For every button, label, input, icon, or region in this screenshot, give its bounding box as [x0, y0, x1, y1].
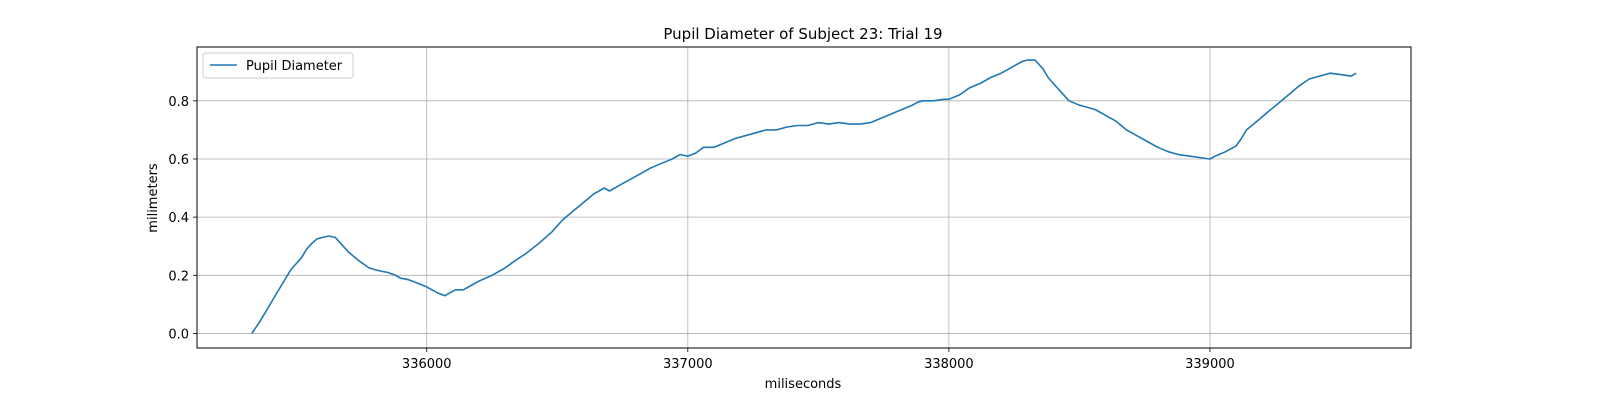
x-tick-label: 336000 [402, 357, 452, 372]
series-line [251, 59, 1357, 334]
legend: Pupil Diameter [202, 52, 354, 79]
grid-lines [197, 47, 1411, 348]
x-tick-label: 339000 [1185, 357, 1235, 372]
plot-frame [196, 46, 1412, 349]
y-tick-label: 0.0 [168, 327, 189, 342]
legend-box [202, 52, 354, 79]
x-tick-label: 338000 [924, 357, 974, 372]
x-tick-label: 337000 [663, 357, 713, 372]
y-tick-label: 0.6 [168, 153, 189, 168]
legend-label: Pupil Diameter [246, 59, 343, 74]
y-tick-label: 0.2 [168, 269, 189, 284]
chart-title: Pupil Diameter of Subject 23: Trial 19 [663, 25, 942, 43]
y-tick-label: 0.4 [168, 211, 189, 226]
x-axis-ticks: 336000 337000 338000 339000 [402, 348, 1235, 372]
y-axis-label: milimeters [146, 163, 161, 233]
y-tick-label: 0.8 [168, 95, 189, 110]
x-axis-label: miliseconds [765, 377, 842, 392]
y-axis-ticks: 0.0 0.2 0.4 0.6 0.8 [168, 95, 197, 342]
series-group [251, 59, 1357, 334]
